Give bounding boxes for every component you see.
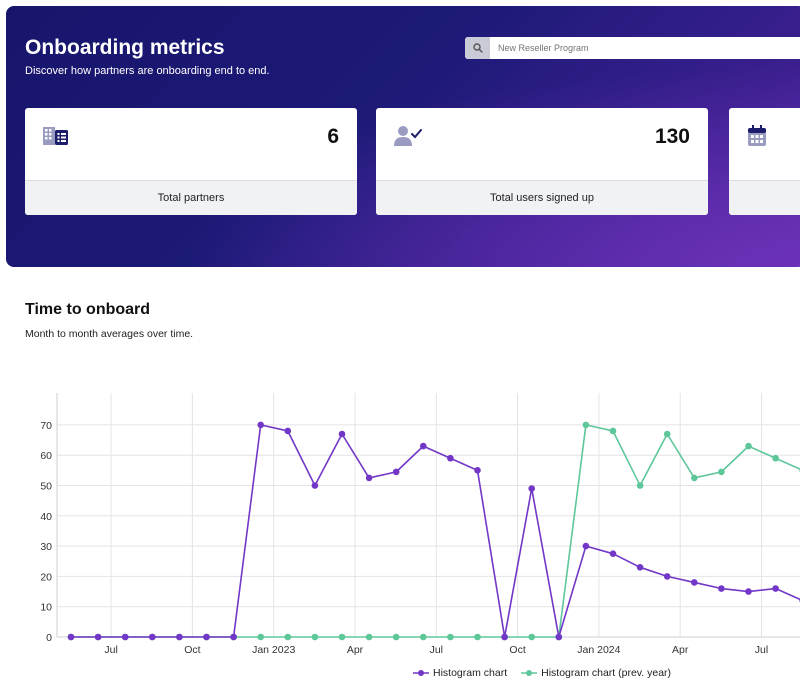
series-point-0 [528,485,535,492]
x-tick-label: Apr [347,644,364,656]
calendar-icon [747,125,767,152]
card-label: Total partners [25,180,357,215]
page-subtitle: Discover how partners are onboarding end… [25,65,270,77]
series-point-0 [257,421,265,429]
section-title: Time to onboard [25,301,151,318]
x-tick-label: Apr [672,644,689,656]
series-point-0 [420,442,427,450]
series-point-0 [447,454,454,462]
x-tick-label: Jan 2023 [252,644,295,656]
series-line-1 [71,424,800,638]
x-tick-label: Oct [184,644,200,656]
series-point-0 [582,542,590,550]
series-point-0 [663,573,671,580]
legend-item-primary[interactable]: Histogram chart [413,667,507,679]
series-point-1 [311,633,319,641]
series-point-0 [338,430,346,438]
card-value: 6 [327,125,339,148]
series-point-0 [230,633,237,641]
series-point-0 [203,633,210,641]
series-point-1 [718,468,725,476]
hero-banner: Onboarding metrics Discover how partners… [6,6,800,267]
series-point-0 [67,633,75,641]
y-tick-label: 60 [40,450,52,462]
x-tick-label: Jul [104,644,117,656]
search-button[interactable] [465,37,490,59]
series-point-1 [772,454,779,462]
series-point-1 [365,633,373,641]
series-point-0 [636,564,644,571]
series-point-0 [94,633,102,641]
legend-label: Histogram chart (prev. year) [541,667,672,679]
total-users-card: 130 Total users signed up [376,108,708,215]
series-point-1 [691,474,698,482]
y-tick-label: 10 [40,602,52,614]
calendar-card [729,108,800,215]
program-search [465,37,800,59]
x-tick-label: Jan 2024 [577,644,620,656]
x-tick-label: Jul [430,644,443,656]
series-point-1 [447,633,454,641]
series-point-1 [338,633,346,641]
y-tick-label: 40 [40,511,52,523]
total-partners-card: 6 Total partners [25,108,357,215]
series-point-1 [636,482,644,489]
series-point-0 [772,585,779,592]
chart-legend: Histogram chart Histogram chart (prev. y… [413,667,671,679]
series-point-0 [284,427,292,435]
series-point-0 [691,579,698,586]
series-point-1 [663,430,671,438]
legend-label: Histogram chart [433,667,508,679]
y-tick-label: 50 [40,481,52,493]
series-point-1 [257,633,265,641]
series-point-0 [176,633,183,641]
series-point-0 [121,633,129,641]
building-list-icon [43,125,69,152]
series-point-1 [420,633,427,641]
series-point-0 [149,633,156,641]
legend-item-secondary[interactable]: Histogram chart (prev. year) [521,667,671,679]
series-point-0 [474,467,481,474]
legend-swatch-secondary [521,670,538,676]
y-tick-label: 30 [40,541,52,553]
card-label [729,180,800,215]
series-point-0 [718,585,725,592]
series-point-0 [745,588,752,595]
series-point-1 [582,421,590,429]
card-value: 130 [654,125,690,148]
legend-swatch-primary [413,670,429,676]
section-subtitle: Month to month averages over time. [25,328,194,340]
series-point-0 [609,550,617,557]
series-point-1 [474,633,481,641]
card-label: Total users signed up [376,180,708,215]
series-point-1 [284,633,292,641]
series-point-1 [745,442,752,450]
series-point-0 [555,633,563,641]
series-point-1 [609,427,617,435]
y-tick-label: 0 [46,632,52,644]
y-tick-label: 20 [40,571,52,583]
time-to-onboard-chart: 0 10 20 30 40 50 60 70 Jul Oct Jan 2023 Apr Jul Oct Ja… [40,393,800,656]
user-check-icon [394,125,422,152]
x-tick-label: Oct [509,644,525,656]
page-title: Onboarding metrics [25,36,225,59]
series-point-1 [392,633,400,641]
series-point-0 [501,633,508,641]
y-tick-label: 70 [40,420,52,432]
series-line-0 [71,424,800,638]
series-point-0 [365,474,373,482]
search-icon [472,43,483,53]
series-point-0 [392,468,400,476]
series-point-1 [528,633,535,641]
x-tick-label: Jul [755,644,768,656]
search-input[interactable] [490,37,800,59]
series-point-0 [311,482,319,489]
